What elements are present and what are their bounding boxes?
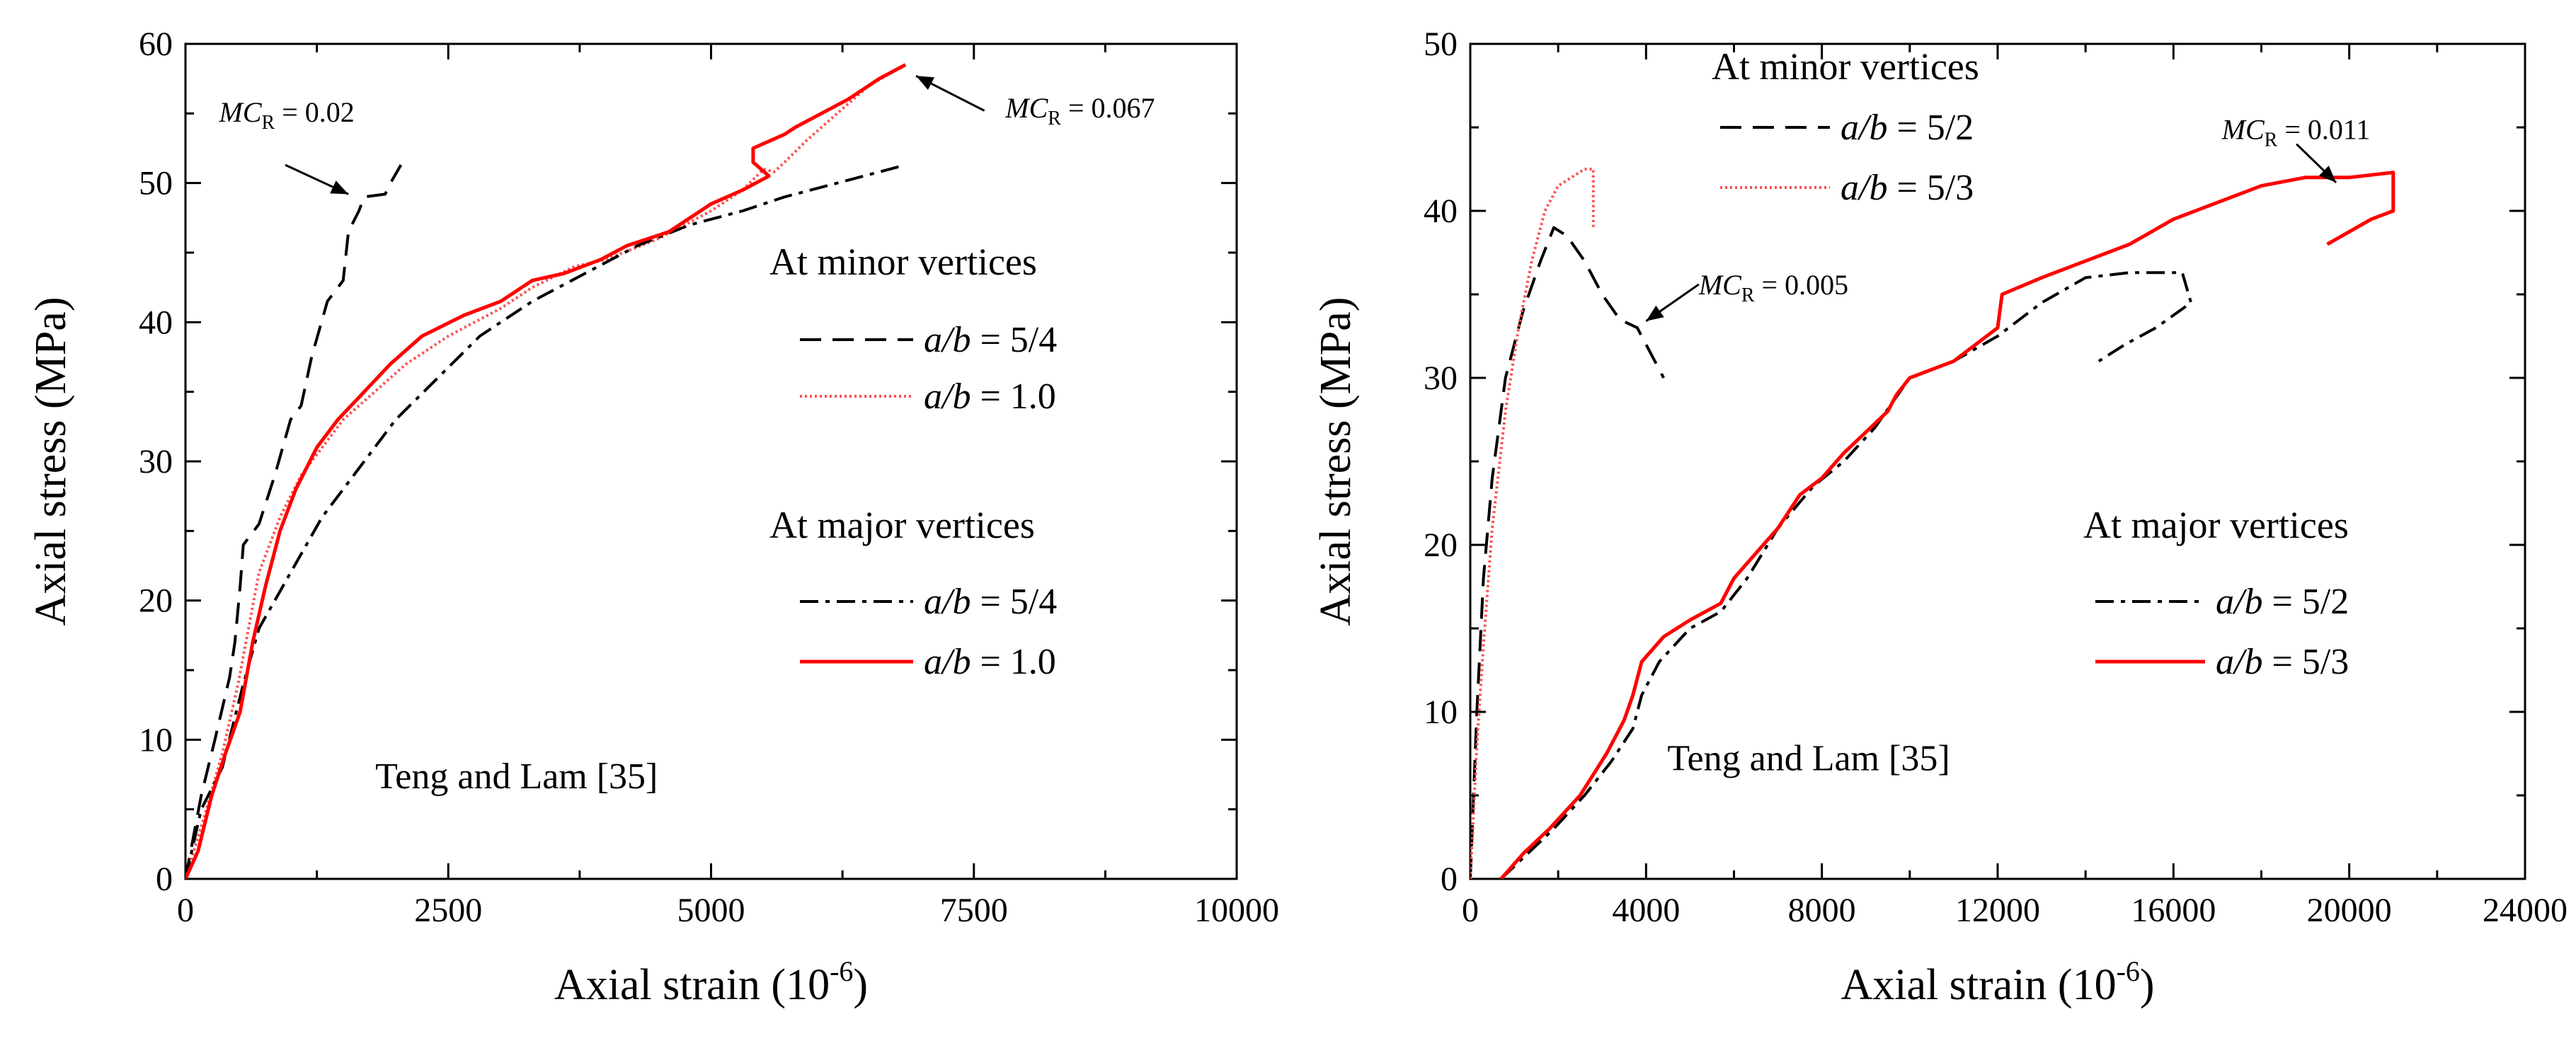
x-tick-label: 16000 [2131, 892, 2216, 929]
annotation-value: = 0.02 [275, 96, 355, 128]
legend-title-1: At major vertices [769, 504, 1035, 546]
legend-label-value: = 5/2 [1887, 108, 1974, 148]
annotation-label-0: MCR = 0.02 [219, 96, 355, 134]
plot-frame [184, 42, 1238, 880]
annotation-sub: R [2265, 129, 2278, 151]
series-line-0 [1470, 226, 1665, 879]
annotation-label-1: MCR = 0.005 [1698, 269, 1848, 306]
x-tick-label: 0 [1462, 892, 1479, 929]
annotation-value: = 0.011 [2277, 114, 2370, 146]
y-tick-label: 0 [156, 860, 173, 898]
y-tick-label: 10 [1424, 693, 1458, 731]
legend-label-prefix: a/b [924, 376, 971, 417]
x-axis-label-close: ) [2140, 961, 2155, 1009]
y-tick-label: 10 [139, 721, 173, 759]
legend-label-prefix: a/b [2216, 582, 2262, 622]
y-tick-label: 60 [139, 25, 173, 63]
legend-label-value: = 5/2 [2262, 582, 2349, 622]
legend-label-value: = 5/4 [971, 582, 1057, 622]
annotation-mc: MC [219, 96, 263, 128]
x-tick-label: 5000 [677, 892, 745, 929]
x-tick-label: 24000 [2483, 892, 2568, 929]
y-tick-label: 20 [139, 582, 173, 620]
annotation-sub: R [1741, 284, 1755, 306]
legend-title-0: At minor vertices [769, 241, 1037, 283]
annotation-sub: R [262, 112, 275, 134]
annotation-arrowhead-0 [2318, 165, 2337, 183]
legend-label-0-0: a/b = 5/4 [924, 320, 1057, 360]
x-axis-label-main: Axial strain (10 [554, 961, 830, 1009]
y-axis-label: Axial stress (MPa) [27, 297, 75, 626]
legend-label-value: = 1.0 [971, 642, 1055, 682]
source-note: Teng and Lam [35] [375, 756, 658, 797]
legend-label-0-1: a/b = 5/3 [1841, 168, 1974, 208]
x-axis-label-sup: -6 [830, 955, 853, 987]
legend-label-value: = 5/4 [971, 320, 1057, 360]
chart-right: 0 4000 8000 12000 16000 20000 24000 0 10 20 30 40 50… [1312, 25, 2568, 1009]
series-line-1 [1470, 168, 1595, 879]
legend-label-1-1: a/b = 5/3 [2216, 642, 2349, 682]
annotation-value: = 0.067 [1061, 92, 1155, 124]
x-axis-label-main: Axial strain (10 [1841, 961, 2116, 1009]
legend-label-prefix: a/b [2216, 642, 2262, 682]
legend-label-1-1: a/b = 1.0 [924, 642, 1056, 682]
y-tick-label: 50 [1424, 25, 1458, 63]
x-tick-label: 7500 [940, 892, 1008, 929]
x-axis-label: Axial strain (10-6) [554, 955, 868, 1009]
x-axis-label-close: ) [853, 961, 868, 1009]
annotation-mc: MC [2221, 114, 2265, 146]
y-tick-label: 30 [139, 443, 173, 480]
legend-title-0: At minor vertices [1712, 45, 1979, 88]
x-tick-label: 10000 [1194, 892, 1279, 929]
legend-label-prefix: a/b [924, 320, 971, 360]
annotation-value: = 0.005 [1755, 269, 1849, 301]
y-tick-label: 40 [139, 304, 173, 341]
y-tick-label: 50 [139, 165, 173, 202]
legend-label-prefix: a/b [924, 642, 971, 682]
series-line-3 [1499, 171, 2395, 879]
series-line-3 [185, 63, 907, 879]
series-line-2 [185, 165, 901, 879]
y-axis-label: Axial stress (MPa) [1312, 297, 1360, 626]
x-axis-label-sup: -6 [2117, 955, 2140, 987]
legend-label-prefix: a/b [1841, 108, 1887, 148]
y-tick-label: 30 [1424, 359, 1458, 397]
annotation-mc: MC [1004, 92, 1048, 124]
legend-label-0-0: a/b = 5/2 [1841, 108, 1974, 148]
annotation-sub: R [1048, 108, 1061, 129]
source-note: Teng and Lam [35] [1667, 739, 1950, 779]
series-line-2 [1500, 271, 2193, 879]
x-tick-label: 0 [177, 892, 194, 929]
legend-label-value: = 5/3 [2262, 642, 2349, 682]
plot-frame [1469, 42, 2526, 880]
annotation-label-1: MCR = 0.067 [1004, 92, 1155, 129]
legend-label-value: = 5/3 [1887, 168, 1974, 208]
x-tick-label: 20000 [2307, 892, 2392, 929]
legend-label-prefix: a/b [924, 582, 971, 622]
y-tick-label: 20 [1424, 526, 1458, 564]
legend-label-value: = 1.0 [971, 376, 1055, 417]
x-tick-label: 8000 [1788, 892, 1856, 929]
annotation-mc: MC [1698, 269, 1742, 301]
series-line-1 [185, 63, 907, 879]
series-line-0 [185, 164, 403, 879]
x-axis-label: Axial strain (10-6) [1841, 955, 2154, 1009]
x-tick-label: 4000 [1612, 892, 1680, 929]
x-tick-label: 12000 [1955, 892, 2040, 929]
x-tick-label: 2500 [414, 892, 482, 929]
legend-label-1-0: a/b = 5/4 [924, 582, 1057, 622]
annotation-label-0: MCR = 0.011 [2221, 114, 2371, 151]
y-tick-label: 40 [1424, 192, 1458, 230]
legend-label-1-0: a/b = 5/2 [2216, 582, 2349, 622]
legend-label-0-1: a/b = 1.0 [924, 376, 1056, 417]
annotation-arrowhead-1 [1646, 305, 1664, 321]
legend-label-prefix: a/b [1841, 168, 1887, 208]
chart-left: 0 2500 5000 7500 10000 0 10 20 30 40 50 60 Axial str… [27, 25, 1279, 1009]
annotation-arrowhead-1 [916, 76, 934, 91]
annotation-arrowhead-0 [330, 180, 349, 195]
y-tick-label: 0 [1441, 860, 1458, 898]
legend-title-1: At major vertices [2083, 504, 2349, 546]
